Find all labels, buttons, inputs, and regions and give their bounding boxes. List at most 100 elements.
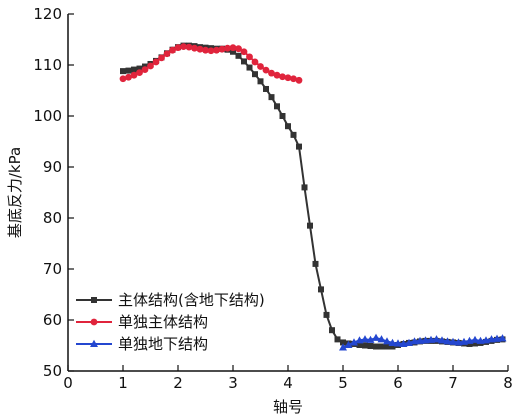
data-point — [180, 43, 187, 51]
data-point — [229, 44, 237, 52]
legend-entry-3: 单独地下结构 — [76, 335, 208, 353]
data-point — [279, 113, 286, 119]
data-point — [384, 343, 390, 350]
data-point — [241, 58, 247, 65]
data-point — [493, 334, 501, 342]
data-point — [252, 71, 258, 78]
data-point — [207, 47, 215, 55]
data-point — [273, 71, 281, 79]
legend-label: 主体结构(含地下结构) — [118, 291, 265, 309]
data-point — [235, 52, 242, 59]
data-point — [466, 340, 473, 347]
data-point — [438, 336, 446, 344]
series-3 — [339, 333, 507, 351]
data-point — [246, 64, 253, 71]
data-point — [344, 340, 353, 348]
axes-layer: 0 1 2 3 4 5 6 7 8 50 60 70 80 90 100 110 120 — [33, 5, 512, 392]
x-tick-label: 0 — [63, 374, 73, 392]
data-point — [366, 335, 375, 343]
data-point — [312, 260, 319, 267]
legend-marker — [91, 297, 97, 303]
data-point — [339, 343, 347, 351]
data-point — [125, 67, 132, 74]
data-point — [362, 342, 368, 349]
legend-marker — [90, 318, 98, 326]
data-point — [372, 333, 380, 341]
x-axis-title: 轴号 — [273, 398, 303, 414]
data-point — [191, 44, 198, 52]
data-point — [268, 69, 275, 77]
data-point — [152, 58, 160, 66]
data-point — [185, 43, 193, 51]
data-point — [389, 343, 396, 350]
data-point — [340, 339, 346, 346]
data-point — [125, 73, 132, 81]
data-point — [230, 48, 236, 55]
data-point — [329, 327, 335, 334]
y-tick-label: 60 — [43, 311, 62, 329]
x-tick-label: 8 — [503, 374, 513, 392]
y-tick-label: 120 — [33, 5, 62, 23]
x-tick-label: 6 — [393, 374, 403, 392]
data-point — [443, 337, 452, 345]
data-point — [285, 123, 291, 130]
data-point — [307, 222, 313, 229]
x-tick-label: 4 — [283, 374, 293, 392]
data-point — [356, 341, 363, 348]
data-point — [246, 53, 253, 61]
data-point — [213, 46, 220, 54]
x-tick-label: 2 — [173, 374, 183, 392]
data-point — [416, 336, 424, 344]
data-point — [130, 71, 138, 79]
data-point — [279, 73, 286, 81]
data-point — [295, 76, 303, 84]
data-point — [410, 337, 419, 345]
legend-entry-2: 单独主体结构 — [76, 313, 208, 331]
data-point — [158, 54, 165, 62]
data-point — [262, 66, 270, 74]
data-point — [498, 334, 507, 342]
data-point — [472, 340, 478, 347]
data-point — [257, 63, 264, 70]
data-point — [136, 69, 143, 77]
data-point — [383, 337, 391, 345]
data-point — [361, 335, 369, 343]
data-point — [119, 75, 127, 83]
data-point — [449, 337, 457, 345]
data-point — [263, 85, 269, 92]
data-point — [251, 58, 259, 66]
data-point — [290, 75, 297, 83]
data-point — [334, 336, 341, 343]
data-point — [476, 336, 485, 344]
series-layer — [119, 42, 507, 351]
data-point — [141, 66, 149, 73]
data-point — [290, 131, 297, 138]
data-point — [388, 338, 397, 346]
data-point — [296, 143, 302, 150]
data-point — [394, 339, 402, 347]
x-tick-label: 7 — [448, 374, 458, 392]
data-point — [202, 46, 209, 54]
y-tick-label: 80 — [43, 209, 62, 227]
x-tick-label: 5 — [338, 374, 348, 392]
data-point — [196, 45, 204, 53]
data-point — [235, 45, 242, 53]
data-point — [169, 46, 176, 54]
data-point — [373, 343, 379, 350]
y-tick-label: 110 — [33, 56, 62, 74]
data-point — [427, 335, 435, 343]
data-point — [487, 335, 496, 343]
data-point — [163, 50, 171, 58]
x-tick-label: 3 — [228, 374, 238, 392]
legend-label: 单独地下结构 — [118, 335, 208, 353]
data-point — [257, 78, 264, 85]
data-point — [240, 48, 248, 56]
data-point — [224, 44, 231, 52]
data-point — [378, 343, 385, 350]
legend-entry-1: 主体结构(含地下结构) — [76, 291, 265, 309]
data-point — [301, 184, 308, 191]
data-point — [268, 94, 275, 101]
y-tick-label: 90 — [43, 158, 62, 176]
